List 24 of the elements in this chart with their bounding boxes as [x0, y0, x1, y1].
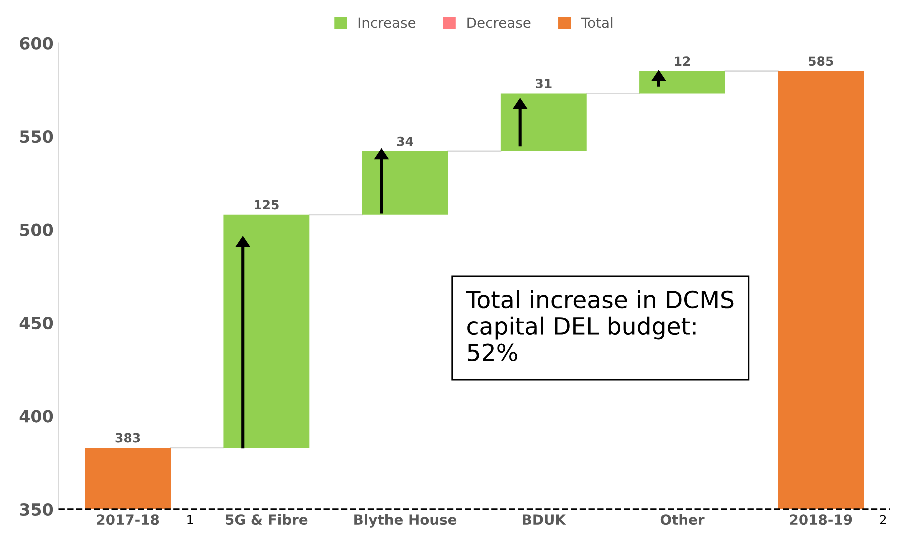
data-label: 383 — [116, 433, 140, 443]
x-tick-label: 2018-19 — [790, 514, 852, 526]
data-label: 125 — [255, 200, 279, 210]
data-label: 31 — [536, 79, 552, 88]
legend-label: Increase — [358, 18, 416, 28]
y-tick-label: 350 — [20, 503, 54, 516]
x-tick-label: 5G & Fibre — [226, 514, 308, 526]
annotation: Total increase in DCMS capital DEL budget: 52% — [466, 290, 734, 362]
x-tick-label: Blythe House — [354, 514, 457, 528]
data-label: 34 — [397, 136, 414, 146]
x-tick-label: BDUK — [523, 514, 566, 526]
y-tick-label: 550 — [20, 130, 54, 144]
data-label: 585 — [809, 56, 834, 66]
y-tick-label: 400 — [20, 410, 54, 423]
legend-label: Total — [581, 17, 613, 28]
legend-label: Decrease — [468, 18, 531, 28]
y-tick-label: 500 — [20, 224, 54, 236]
y-tick-label: 450 — [20, 316, 54, 330]
data-label: 12 — [675, 56, 690, 66]
text: 1 — [188, 515, 194, 525]
y-tick-label: 600 — [20, 37, 54, 50]
x-tick-label: 2017-18 — [97, 514, 160, 526]
text: 2 — [880, 515, 886, 525]
x-tick-label: Other — [660, 514, 705, 526]
